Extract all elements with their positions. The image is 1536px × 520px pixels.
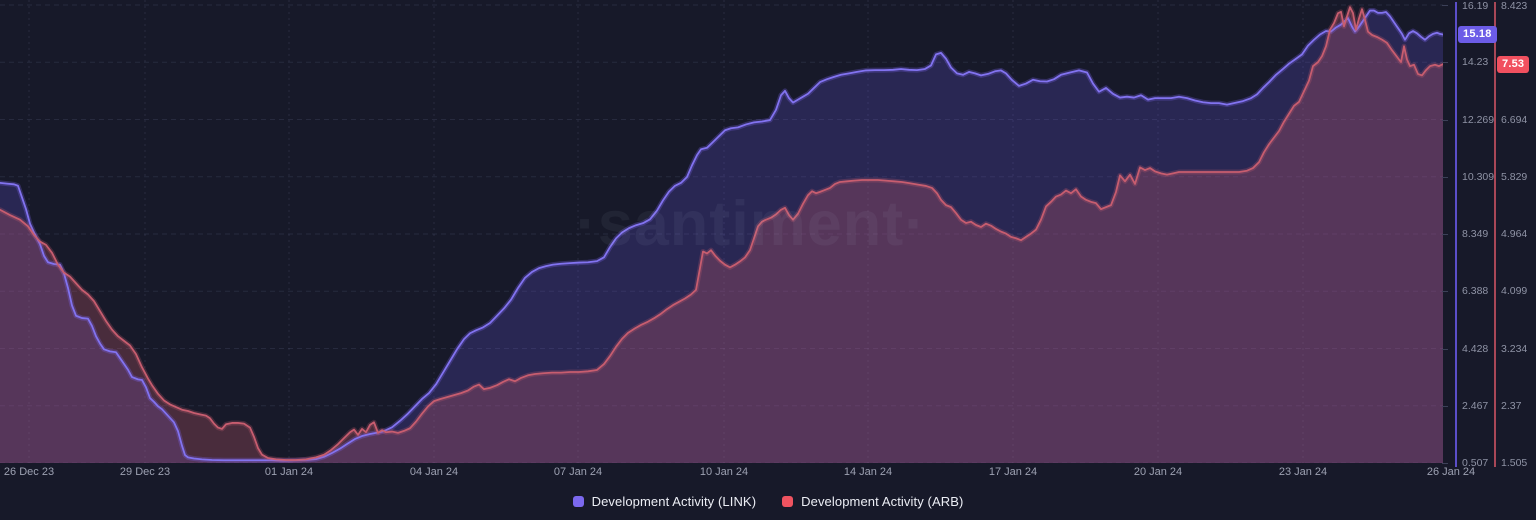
arb-axis-tick-label: 4.099 (1501, 285, 1528, 298)
legend-item-arb[interactable]: Development Activity (ARB) (782, 494, 963, 509)
x-axis-tick-label: 01 Jan 24 (264, 466, 314, 478)
arb-axis-tick-label: 6.694 (1501, 113, 1528, 126)
x-axis-tick-label: 17 Jan 24 (988, 466, 1038, 478)
arb-axis-tick-label: 3.234 (1501, 342, 1528, 355)
x-axis-tick-label: 20 Jan 24 (1133, 466, 1183, 478)
link-series-line (0, 9, 1443, 462)
link-legend-label: Development Activity (LINK) (591, 493, 757, 509)
link-axis-tick-label: 14.23 (1462, 56, 1489, 69)
axis-edge-tick (1442, 176, 1448, 178)
link-axis-tick-label: 16.19 (1462, 0, 1489, 12)
x-axis-tick-label: 04 Jan 24 (409, 466, 459, 478)
axis-edge-tick (1442, 463, 1448, 464)
link-series-area (0, 10, 1443, 463)
arb-legend-swatch-icon (782, 495, 794, 507)
axis-edge-tick (1442, 234, 1448, 235)
x-axis-tick-label: 10 Jan 24 (699, 466, 749, 478)
axis-edge-tick (1442, 5, 1448, 6)
arb-axis-tick-label: 2.37 (1501, 399, 1522, 412)
axis-edge-tick (1442, 348, 1448, 350)
link-y-axis-line (1455, 2, 1457, 467)
arb-axis-tick-label: 5.829 (1501, 170, 1528, 183)
arb-y-axis-line (1494, 2, 1496, 467)
x-axis-labels: 26 Dec 23 29 Dec 23 01 Jan 24 04 Jan 24 07 J… (0, 463, 1475, 483)
arb-axis-tick-label: 1.505 (1501, 457, 1528, 469)
legend-item-link[interactable]: Development Activity (LINK) (572, 493, 757, 509)
link-axis-tick-label: 0.507 (1462, 457, 1489, 469)
arb-axis-tick-label: 8.423 (1501, 0, 1528, 12)
x-axis-tick-label: 29 Dec 23 (119, 466, 171, 478)
axis-edge-tick (1442, 62, 1448, 64)
link-axis-tick-label: 6.388 (1462, 285, 1489, 298)
arb-series-area (0, 7, 1443, 463)
x-axis-tick-label: 23 Jan 24 (1278, 466, 1328, 478)
link-current-value-badge: 15.18 (1458, 26, 1497, 44)
x-axis-tick-label: 26 Dec 23 (3, 466, 55, 478)
plot-area: ·santiment· (0, 0, 1443, 463)
link-axis-tick-label: 2.467 (1462, 399, 1489, 412)
axis-edge-tick (1442, 405, 1448, 407)
axis-edge-tick (1442, 119, 1448, 121)
x-axis-tick-label: 07 Jan 24 (553, 466, 603, 478)
link-axis-tick-label: 10.309 (1462, 170, 1495, 183)
arb-current-value-badge: 7.53 (1497, 56, 1530, 74)
x-axis-tick-label: 26 Jan 24 (1426, 466, 1476, 478)
link-axis-tick-label: 4.428 (1462, 342, 1489, 355)
link-axis-tick-label: 12.269 (1462, 113, 1495, 126)
link-axis-tick-label: 8.349 (1462, 228, 1489, 240)
x-axis-tick-label: 14 Jan 24 (843, 466, 893, 478)
arb-series-line (0, 6, 1443, 461)
arb-axis-tick-label: 4.964 (1501, 228, 1528, 240)
axis-edge-tick (1442, 291, 1448, 293)
link-legend-swatch-icon (572, 495, 584, 507)
chart-legend: Development Activity (LINK) Development … (0, 487, 1536, 515)
chart-canvas[interactable] (0, 0, 1443, 463)
arb-legend-label: Development Activity (ARB) (801, 493, 964, 509)
